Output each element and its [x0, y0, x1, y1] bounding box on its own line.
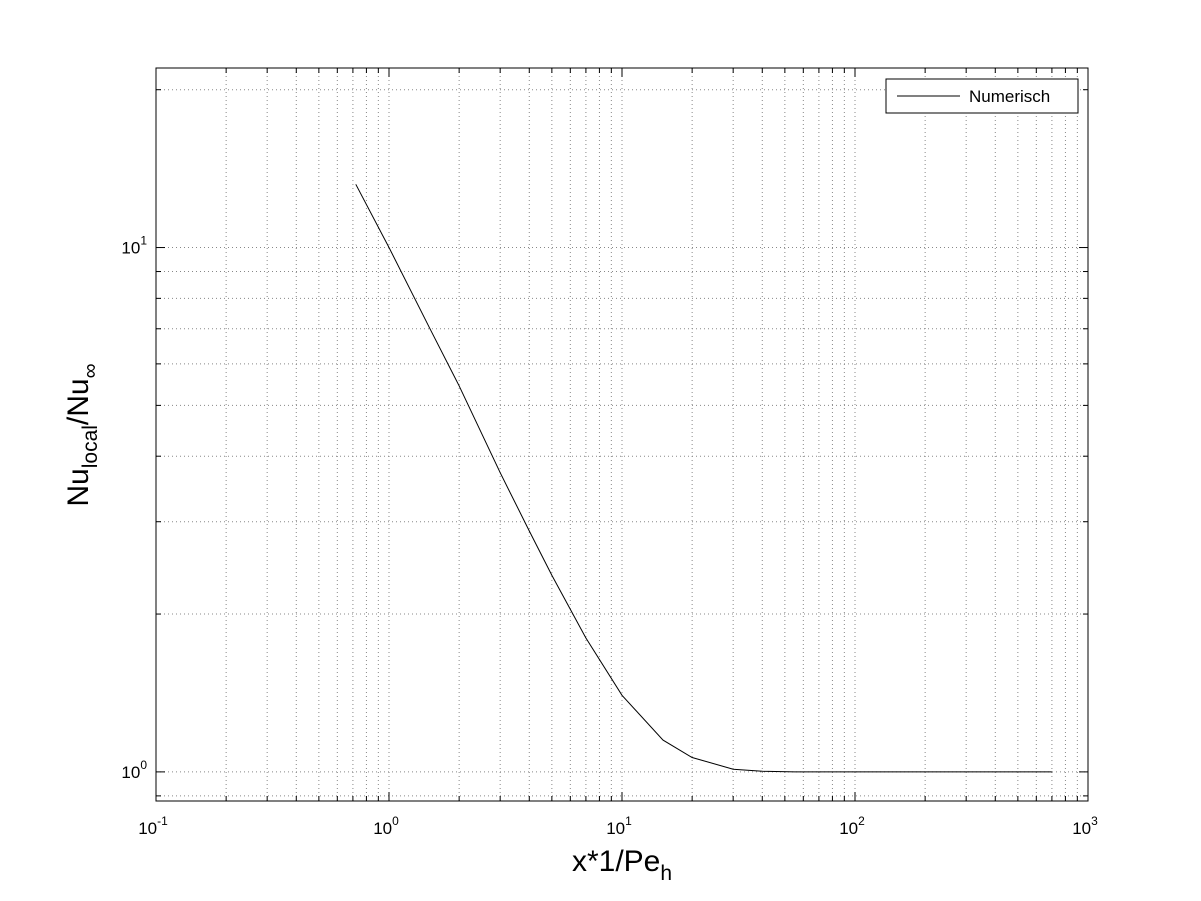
- x-tick-label: 102: [839, 814, 865, 838]
- y-tick-label-base: 10: [121, 763, 140, 782]
- series-layer: [355, 184, 1052, 773]
- y-tick-label-exponent: 0: [140, 758, 147, 772]
- x-tick-label-base: 10: [839, 819, 858, 838]
- y-tick-label-exponent: 1: [140, 234, 147, 248]
- y-tick-label: 101: [121, 234, 147, 258]
- y-axis-label-subscript2: ∞: [79, 363, 102, 378]
- x-tick-label-base: 10: [1072, 819, 1091, 838]
- y-tick-label-base: 10: [121, 239, 140, 258]
- y-axis-label-part2: /Nu: [62, 378, 95, 425]
- x-tick-labels: 10-1 100 101 102 103: [138, 814, 1098, 838]
- legend: Numerisch: [885, 78, 1079, 114]
- x-axis-label-subscript: h: [660, 862, 672, 885]
- x-tick-label: 10-1: [138, 814, 168, 838]
- plot-frame: [155, 67, 1089, 802]
- series-line-numerisch: [355, 184, 1052, 773]
- x-tick-label-exponent: 3: [1091, 814, 1098, 828]
- legend-label-numerisch: Numerisch: [969, 87, 1050, 106]
- x-tick-label-exponent: -1: [157, 814, 168, 828]
- x-tick-label: 101: [606, 814, 632, 838]
- x-tick-label-base: 10: [138, 819, 157, 838]
- y-axis-label: Nulocal/Nu∞: [62, 363, 102, 506]
- plot-area-background: [156, 68, 1088, 801]
- y-axis-label-part1: Nu: [62, 468, 95, 506]
- y-tick-label: 100: [121, 758, 147, 782]
- x-tick-label: 100: [373, 814, 399, 838]
- tick-layer: [156, 68, 1088, 801]
- x-axis-label: x*1/Peh: [572, 845, 672, 885]
- y-axis-label-subscript1: local: [79, 425, 102, 468]
- x-axis-label-main: x*1/Pe: [572, 845, 660, 878]
- x-tick-label-base: 10: [606, 819, 625, 838]
- x-tick-label-exponent: 2: [858, 814, 865, 828]
- x-tick-label: 103: [1072, 814, 1098, 838]
- x-tick-label-exponent: 1: [625, 814, 632, 828]
- x-tick-label-base: 10: [373, 819, 392, 838]
- x-tick-label-exponent: 0: [392, 814, 399, 828]
